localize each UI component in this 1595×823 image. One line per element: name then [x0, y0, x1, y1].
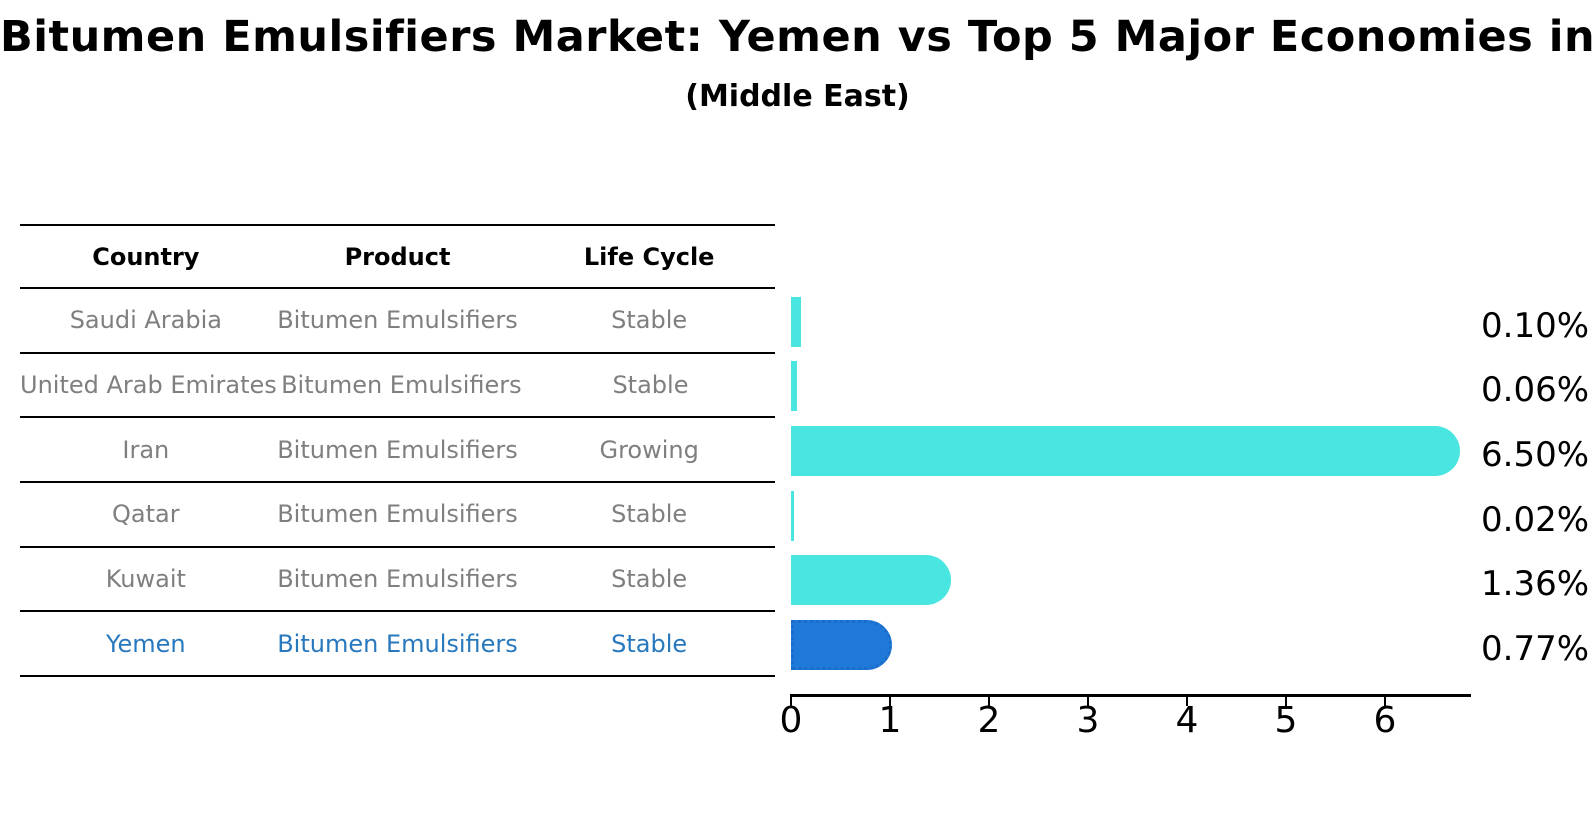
x-axis-tick [1185, 697, 1189, 706]
value-label: 0.10% [1481, 305, 1590, 346]
x-axis-tick [987, 697, 991, 706]
x-axis-tick [1284, 697, 1288, 706]
value-label: 0.77% [1481, 628, 1590, 669]
value-label: 0.06% [1481, 370, 1590, 411]
bar-iran [791, 425, 1460, 476]
table-cell-life-cycle: Stable [611, 629, 688, 658]
x-axis-tick-label: 5 [1274, 700, 1298, 741]
table-row: United Arab Emirates Bitumen Emulsifiers S… [20, 354, 775, 419]
x-axis-tick-label: 1 [878, 700, 902, 741]
bar-united-arab-emirates [791, 361, 797, 412]
table-header-row: Country Product Life Cycle [20, 224, 775, 289]
table-cell-life-cycle: Stable [611, 306, 688, 335]
table-cell-country: Iran [122, 435, 170, 464]
bar-qatar [791, 490, 794, 541]
x-axis-tick [1086, 697, 1090, 706]
country-table: Country Product Life Cycle Saudi Arabia B… [20, 224, 775, 677]
table-cell-product: Bitumen Emulsifiers [277, 500, 518, 529]
x-axis-tick [789, 697, 793, 706]
table-cell-product: Bitumen Emulsifiers [277, 564, 518, 593]
bar-kuwait [791, 555, 951, 606]
x-axis-tick-label: 4 [1175, 700, 1199, 741]
table-cell-life-cycle: Stable [612, 370, 689, 399]
value-label: 6.50% [1481, 434, 1590, 475]
table-cell-product: Bitumen Emulsifiers [277, 306, 518, 335]
table-cell-country: Qatar [112, 500, 180, 529]
table-cell-country: Saudi Arabia [69, 306, 222, 335]
column-header-country: Country [92, 242, 200, 271]
chart-title: Bitumen Emulsifiers Market: Yemen vs Top… [0, 12, 1595, 62]
table-cell-product: Bitumen Emulsifiers [277, 629, 518, 658]
table-cell-life-cycle: Stable [611, 564, 688, 593]
x-axis-tick-label: 3 [1076, 700, 1100, 741]
table-cell-country: Yemen [106, 629, 186, 658]
table-row: Iran Bitumen Emulsifiers Growing [20, 418, 775, 483]
table-cell-life-cycle: Stable [611, 500, 688, 529]
x-axis-tick-label: 2 [977, 700, 1001, 741]
chart-subtitle: (Middle East) [685, 79, 910, 114]
table-cell-country: United Arab Emirates [20, 370, 277, 399]
value-label: 0.02% [1481, 499, 1590, 540]
x-axis-tick-label: 6 [1373, 700, 1397, 741]
value-label: 1.36% [1481, 564, 1590, 605]
x-axis-tick [1383, 697, 1387, 706]
table-cell-product: Bitumen Emulsifiers [277, 435, 518, 464]
x-axis-tick [888, 697, 892, 706]
x-axis-tick-label: 0 [779, 700, 803, 741]
bar-saudi-arabia [791, 296, 801, 347]
table-row: Qatar Bitumen Emulsifiers Stable [20, 483, 775, 548]
column-header-life-cycle: Life Cycle [583, 242, 715, 271]
table-row: Yemen Bitumen Emulsifiers Stable [20, 612, 775, 677]
table-cell-life-cycle: Growing [599, 435, 699, 464]
table-cell-product: Bitumen Emulsifiers [281, 370, 522, 399]
table-cell-country: Kuwait [105, 564, 186, 593]
bar-yemen [791, 619, 893, 670]
column-header-product: Product [344, 242, 451, 271]
table-row: Saudi Arabia Bitumen Emulsifiers Stable [20, 289, 775, 354]
x-axis-line [790, 694, 1471, 697]
table-body: Saudi Arabia Bitumen Emulsifiers Stable Uni… [20, 289, 775, 677]
table-row: Kuwait Bitumen Emulsifiers Stable [20, 548, 775, 613]
